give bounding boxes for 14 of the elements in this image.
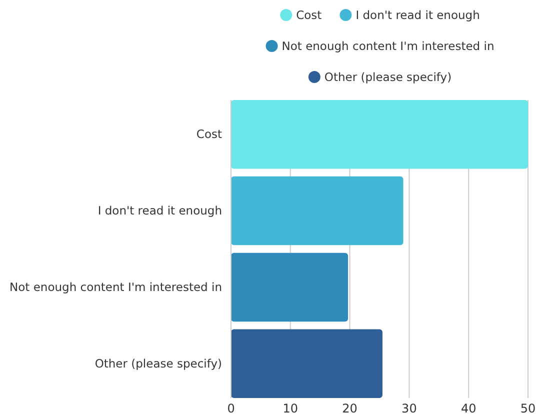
x-tick-label: 10 xyxy=(282,402,298,414)
x-tick-label: 30 xyxy=(402,402,417,414)
x-tick-label: 40 xyxy=(460,402,476,414)
x-tick-label: 50 xyxy=(520,402,536,414)
x-tick-label: 20 xyxy=(342,402,358,414)
legend-label: Other (please specify) xyxy=(324,70,452,84)
y-tick-label: I don't read it enough xyxy=(98,203,222,218)
y-tick-label: Other (please specify) xyxy=(94,356,222,370)
legend-label: Not enough content I'm interested in xyxy=(282,39,494,53)
legend-label: I don't read it enough xyxy=(356,8,480,22)
legend-label: Cost xyxy=(296,8,322,22)
y-tick-label: Not enough content I'm interested in xyxy=(10,280,222,294)
x-tick-label: 0 xyxy=(227,402,235,414)
y-tick-label: Cost xyxy=(196,127,222,142)
